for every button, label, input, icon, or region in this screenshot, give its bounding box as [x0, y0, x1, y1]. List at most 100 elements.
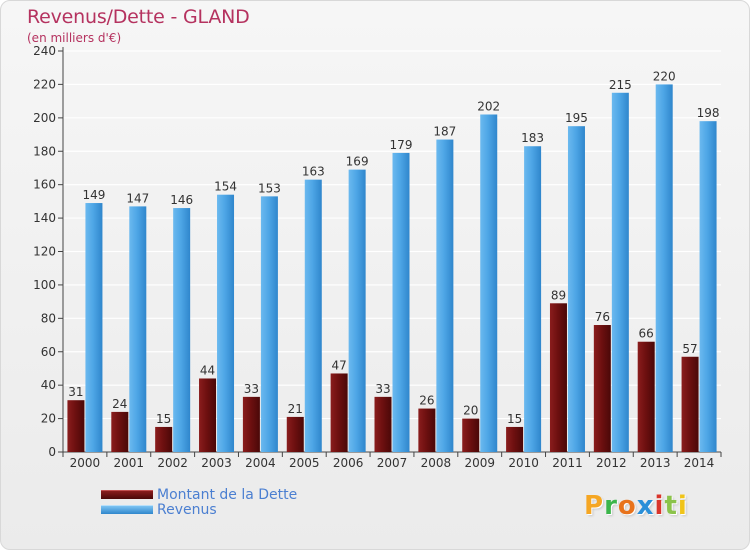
y-tick-label: 180: [33, 144, 56, 158]
proxiti-logo: Proxiti: [584, 491, 688, 521]
x-tick-label: 2011: [552, 456, 583, 470]
debt-bar: [549, 303, 567, 452]
x-tick-label: 2005: [289, 456, 320, 470]
grid-lines: [63, 50, 721, 453]
legend-label-debt: Montant de la Dette: [157, 486, 298, 503]
y-tick-label: 140: [33, 211, 56, 225]
x-tick-label: 2008: [421, 456, 452, 470]
debt-bar: [418, 408, 436, 452]
debt-value-label: 26: [419, 394, 434, 408]
revenue-bar: [524, 146, 542, 453]
legend-item-debt: Montant de la Dette: [101, 486, 298, 503]
revenue-bar: [480, 114, 498, 452]
revenue-bar: [699, 121, 717, 453]
x-tick-label: 2010: [508, 456, 539, 470]
debt-value-label: 44: [200, 363, 215, 377]
revenue-value-label: 169: [346, 155, 369, 169]
y-tick-label: 120: [33, 245, 56, 259]
debt-bar: [111, 411, 129, 452]
debt-bar: [506, 426, 524, 452]
chart-title: Revenus/Dette - GLAND: [27, 6, 250, 28]
debt-value-label: 33: [375, 382, 390, 396]
debt-value-label: 33: [244, 382, 259, 396]
debt-bar: [330, 373, 348, 452]
revenue-bar: [85, 203, 103, 452]
revenue-value-label: 153: [258, 181, 281, 195]
x-tick-label: 2003: [201, 456, 232, 470]
revenue-bar: [304, 179, 322, 452]
legend-swatch-revenue: [101, 505, 153, 514]
revenue-bar: [655, 84, 673, 453]
debt-value-label: 20: [463, 404, 478, 418]
debt-value-label: 89: [551, 288, 566, 302]
y-tick-label: 0: [48, 445, 56, 459]
x-tick-label: 2012: [596, 456, 627, 470]
bars: [67, 84, 717, 453]
debt-value-label: 31: [68, 385, 83, 399]
revenue-value-label: 215: [609, 78, 632, 92]
debt-bar: [286, 416, 304, 452]
legend-swatch-debt: [101, 490, 153, 499]
debt-bar: [199, 378, 217, 452]
revenue-value-label: 147: [126, 191, 149, 205]
y-tick-label: 240: [33, 44, 56, 58]
debt-bar: [155, 426, 173, 452]
revenue-value-label: 146: [170, 193, 193, 207]
debt-bar: [67, 400, 85, 452]
revenue-value-label: 163: [302, 165, 325, 179]
logo-letter: o: [617, 491, 637, 521]
revenue-bar: [436, 139, 454, 452]
revenue-bar: [217, 194, 235, 453]
revenue-value-label: 187: [433, 125, 456, 139]
debt-bar: [637, 341, 655, 452]
revenue-bar: [173, 208, 191, 452]
legend-item-revenue: Revenus: [101, 501, 297, 518]
legend-label-revenue: Revenus: [157, 501, 217, 518]
y-tick-label: 20: [41, 412, 56, 426]
y-tick-label: 60: [41, 345, 56, 359]
y-tick-label: 100: [33, 278, 56, 292]
revenue-value-label: 183: [521, 131, 544, 145]
revenue-bar: [392, 152, 410, 452]
revenue-value-label: 220: [653, 69, 676, 83]
revenue-bar: [129, 206, 147, 452]
debt-bar: [593, 325, 611, 452]
debt-value-label: 76: [595, 310, 610, 324]
debt-value-label: 15: [156, 412, 171, 426]
debt-value-label: 21: [288, 402, 303, 416]
logo-letter: t: [664, 491, 678, 521]
revenue-value-label: 202: [477, 99, 500, 113]
revenue-bar: [348, 169, 366, 453]
revenue-value-label: 195: [565, 111, 588, 125]
debt-value-label: 47: [331, 358, 346, 372]
y-tick-label: 220: [33, 77, 56, 91]
logo-letter: i: [654, 491, 665, 521]
logo-letter: i: [677, 491, 688, 521]
debt-value-label: 66: [639, 327, 654, 341]
debt-bar: [681, 356, 699, 452]
revenue-value-label: 154: [214, 180, 237, 194]
x-tick-label: 2013: [640, 456, 671, 470]
revenue-bar: [260, 196, 278, 452]
x-tick-label: 2007: [377, 456, 408, 470]
x-tick-label: 2004: [245, 456, 276, 470]
y-tick-label: 80: [41, 311, 56, 325]
revenue-value-label: 149: [82, 188, 105, 202]
debt-bar: [242, 396, 260, 452]
y-tick-label: 40: [41, 378, 56, 392]
revenue-bar: [611, 92, 629, 452]
value-labels: 31 149 24 147 15 146 44 154 33 153 21 163 47 169 33 179…: [68, 69, 719, 426]
x-tick-label: 2009: [464, 456, 495, 470]
logo-letter: P: [584, 491, 605, 521]
y-tick-label: 200: [33, 111, 56, 125]
debt-value-label: 15: [507, 412, 522, 426]
debt-value-label: 57: [682, 342, 697, 356]
y-tick-label: 160: [33, 178, 56, 192]
debt-bar: [462, 418, 480, 452]
x-tick-label: 2006: [333, 456, 364, 470]
logo-letter: x: [636, 491, 655, 521]
revenue-bar: [567, 126, 585, 452]
x-tick-label: 2001: [114, 456, 145, 470]
